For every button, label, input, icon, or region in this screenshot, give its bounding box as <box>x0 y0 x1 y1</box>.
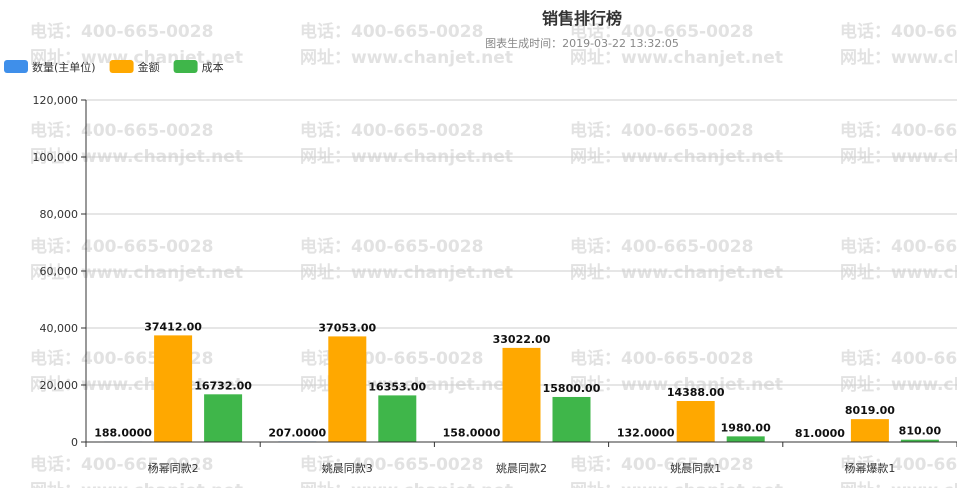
watermark-phone: 电话：400-665-0028 <box>570 21 753 42</box>
watermark-phone: 电话：400-665-0028 <box>840 348 957 369</box>
x-tick-label: 姚晨同款2 <box>496 461 547 475</box>
x-tick-label: 姚晨同款1 <box>670 461 721 475</box>
data-label: 81.0000 <box>795 427 845 440</box>
watermark-phone: 电话：400-665-0028 <box>840 120 957 141</box>
data-label: 16732.00 <box>194 379 252 392</box>
watermark-phone: 电话：400-665-0028 <box>840 454 957 475</box>
grid <box>86 99 957 386</box>
y-tick-label: 120,000 <box>33 94 79 107</box>
bar[interactable] <box>676 400 715 442</box>
data-label: 132.0000 <box>617 427 675 440</box>
legend-label: 金额 <box>138 60 160 74</box>
legend: 数量(主单位) 金额 成本 <box>4 60 224 74</box>
y-tick-label: 20,000 <box>40 379 79 392</box>
y-tick-label: 100,000 <box>33 151 79 164</box>
legend-label: 数量(主单位) <box>32 60 96 74</box>
watermark-phone: 电话：400-665-0028 <box>300 454 483 475</box>
watermark-phone: 电话：400-665-0028 <box>300 348 483 369</box>
y-axis: 0 20,000 40,000 60,000 80,000 100,000 120,000 <box>33 94 87 449</box>
watermark-url: 网址：www.chanjet.net <box>840 481 957 488</box>
watermark-phone: 电话：400-665-0028 <box>300 21 483 42</box>
y-tick-label: 60,000 <box>40 265 79 278</box>
chart-title: 销售排行榜 <box>542 9 622 28</box>
bar[interactable] <box>204 394 243 442</box>
x-tick-label: 杨幂同款2 <box>148 461 199 475</box>
legend-item[interactable]: 数量(主单位) <box>4 60 96 74</box>
watermark-phone: 电话：400-665-0028 <box>30 236 213 257</box>
bar[interactable] <box>900 439 939 442</box>
watermark-url: 网址：www.chanjet.net <box>570 263 783 283</box>
watermark-phone: 电话：400-665-0028 <box>570 348 753 369</box>
watermark-phone: 电话：400-665-0028 <box>570 454 753 475</box>
watermark-phone: 电话：400-665-0028 <box>30 21 213 42</box>
data-label: 158.0000 <box>443 427 501 440</box>
watermark-url: 网址：www.chanjet.net <box>300 263 513 283</box>
watermark-url: 网址：www.chanjet.net <box>30 263 243 283</box>
watermark-url: 网址：www.chanjet.net <box>840 48 957 68</box>
watermark-phone: 电话：400-665-0028 <box>840 21 957 42</box>
watermark-url: 网址：www.chanjet.net <box>570 481 783 488</box>
watermark-url: 网址：www.chanjet.net <box>300 48 513 68</box>
bar[interactable] <box>502 347 541 442</box>
data-label: 16353.00 <box>368 380 426 393</box>
data-label: 810.00 <box>899 425 942 438</box>
bar[interactable] <box>726 436 765 442</box>
watermark: 电话：400-665-0028 网址：www.chanjet.net 电话：400-… <box>30 21 957 488</box>
bar[interactable] <box>850 419 889 442</box>
watermark-url: 网址：www.chanjet.net <box>840 263 957 283</box>
data-label: 1980.00 <box>721 421 771 434</box>
watermark-url: 网址：www.chanjet.net <box>570 48 783 68</box>
data-label: 15800.00 <box>543 382 601 395</box>
watermark-url: 网址：www.chanjet.net <box>300 481 513 488</box>
watermark-phone: 电话：400-665-0028 <box>840 236 957 257</box>
legend-item[interactable]: 金额 <box>109 60 160 74</box>
legend-item[interactable]: 成本 <box>173 60 224 74</box>
watermark-url: 网址：www.chanjet.net <box>30 481 243 488</box>
bar[interactable] <box>552 396 591 442</box>
watermark-phone: 电话：400-665-0028 <box>300 120 483 141</box>
watermark-phone: 电话：400-665-0028 <box>30 454 213 475</box>
x-tick-label: 姚晨同款3 <box>322 461 373 475</box>
bar[interactable] <box>154 335 193 442</box>
watermark-phone: 电话：400-665-0028 <box>570 120 753 141</box>
legend-swatch <box>4 60 28 73</box>
data-label: 207.0000 <box>268 426 326 439</box>
x-tick-label: 杨幂爆款1 <box>844 461 895 475</box>
bar[interactable] <box>378 395 417 442</box>
legend-swatch <box>109 60 134 73</box>
data-label: 188.0000 <box>94 426 152 439</box>
watermark-phone: 电话：400-665-0028 <box>570 236 753 257</box>
data-label: 37412.00 <box>144 320 202 333</box>
bars <box>104 335 939 442</box>
y-tick-label: 40,000 <box>40 322 79 335</box>
data-label: 33022.00 <box>493 333 551 346</box>
data-label: 37053.00 <box>318 321 376 334</box>
y-tick-label: 80,000 <box>40 208 79 221</box>
x-axis: 杨幂同款2 姚晨同款3 姚晨同款2 姚晨同款1 杨幂爆款1 <box>85 441 957 475</box>
legend-swatch <box>173 60 198 73</box>
chart-subtitle: 图表生成时间：2019-03-22 13:32:05 <box>485 36 679 50</box>
legend-label: 成本 <box>202 60 224 74</box>
data-label: 14388.00 <box>667 386 725 399</box>
data-label: 8019.00 <box>845 404 895 417</box>
watermark-phone: 电话：400-665-0028 <box>300 236 483 257</box>
bar[interactable] <box>328 336 367 442</box>
y-tick-label: 0 <box>71 436 78 449</box>
watermark-phone: 电话：400-665-0028 <box>30 120 213 141</box>
data-labels: 188.0000 37412.00 16732.00 207.0000 37053.00… <box>94 320 941 439</box>
